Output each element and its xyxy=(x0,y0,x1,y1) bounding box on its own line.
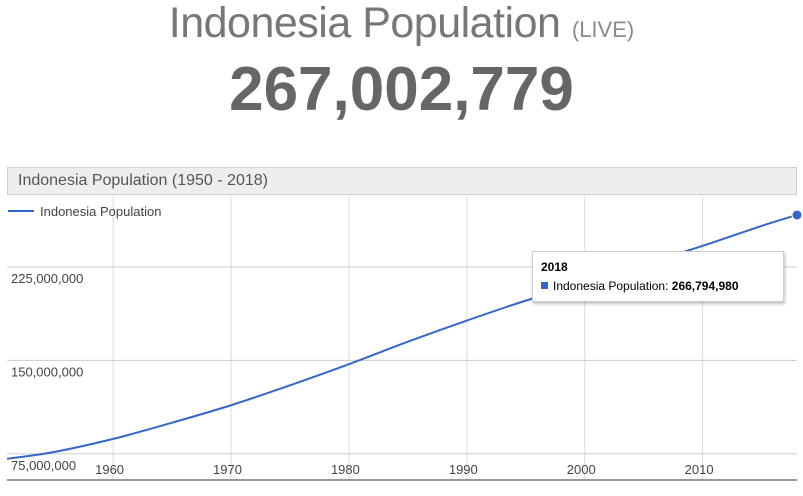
y-tick-label: 150,000,000 xyxy=(11,364,83,379)
x-tick-label: 1980 xyxy=(331,462,360,477)
chart-panel-title: Indonesia Population (1950 - 2018) xyxy=(18,172,268,189)
y-tick-label: 75,000,000 xyxy=(11,458,76,473)
chart-panel-header: Indonesia Population (1950 - 2018) xyxy=(7,167,797,195)
page-title-text: Indonesia Population xyxy=(168,0,561,47)
highlighted-data-point xyxy=(791,209,803,221)
live-tag: (LIVE) xyxy=(571,17,635,42)
page-title: Indonesia Population (LIVE) xyxy=(0,0,803,53)
live-population-counter: 267,002,779 xyxy=(229,55,574,124)
tooltip-series-swatch xyxy=(541,282,548,289)
tooltip-series-label: Indonesia Population: xyxy=(553,279,669,293)
tooltip-value: 266,794,980 xyxy=(671,279,739,293)
x-tick-label: 1970 xyxy=(213,462,242,477)
tooltip-line: Indonesia Population: 266,794,980 xyxy=(541,279,739,293)
x-tick-label: 2000 xyxy=(567,462,596,477)
tooltip-year: 2018 xyxy=(541,260,568,274)
x-tick-label: 1960 xyxy=(95,462,124,477)
x-tick-label: 1990 xyxy=(449,462,478,477)
y-tick-label: 225,000,000 xyxy=(11,271,83,286)
chart-tooltip: 2018 Indonesia Population: 266,794,980 xyxy=(532,251,784,302)
x-tick-label: 2010 xyxy=(685,462,714,477)
legend-label: Indonesia Population xyxy=(40,204,161,219)
